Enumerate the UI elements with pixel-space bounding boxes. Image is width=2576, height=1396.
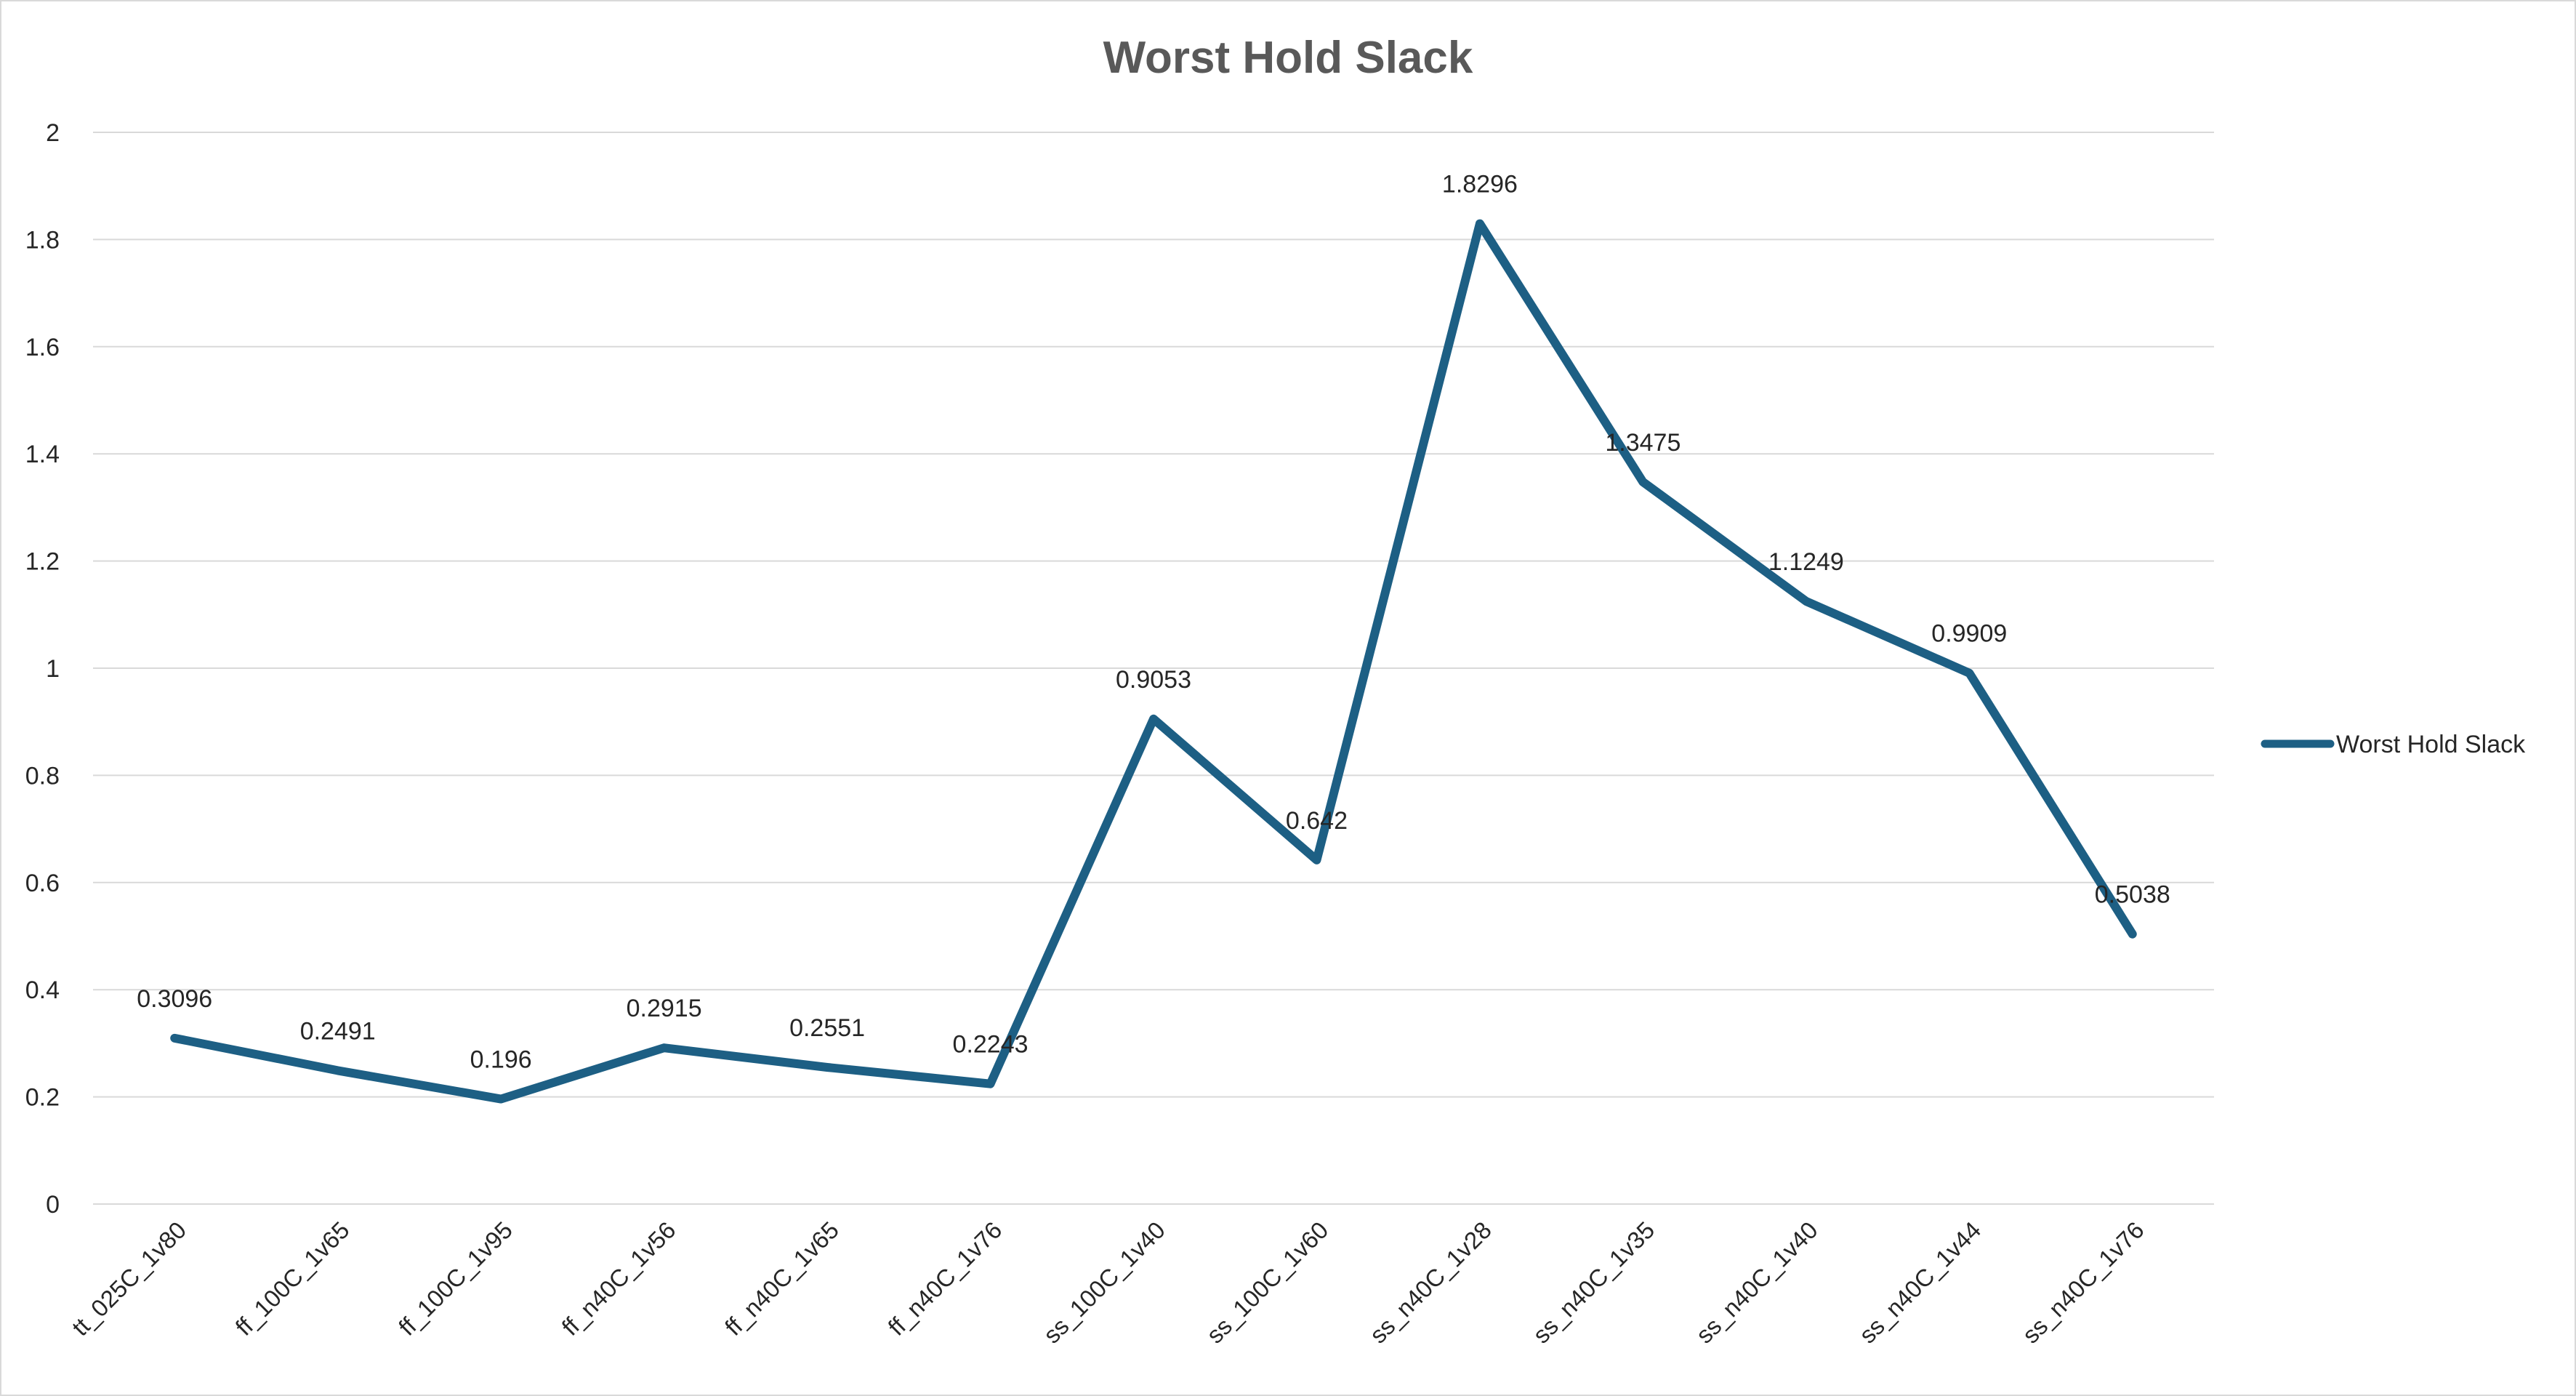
data-label: 0.2915 [627, 995, 702, 1022]
y-axis-tick-labels: 0 0.2 0.4 0.6 0.8 1 1.2 1.4 1.6 1.8 2 [25, 119, 60, 1219]
data-label: 0.196 [470, 1046, 532, 1074]
data-label: 0.5038 [2095, 881, 2170, 909]
y-tick-label: 2 [46, 119, 60, 147]
data-labels: 0.3096 0.2491 0.196 0.2915 0.2551 0.2243 0.905… [137, 171, 2170, 1074]
data-label: 1.8296 [1442, 171, 1518, 198]
data-label: 0.9053 [1116, 666, 1191, 694]
y-tick-label: 1 [46, 655, 60, 683]
y-tick-label: 0.2 [25, 1084, 60, 1112]
series-layer [170, 219, 2137, 1104]
y-tick-label: 0.4 [25, 976, 60, 1004]
legend-label: Worst Hold Slack [2336, 731, 2526, 758]
data-label: 0.3096 [137, 985, 212, 1013]
gridlines [93, 132, 2214, 1205]
data-label: 1.3475 [1605, 429, 1681, 457]
data-label: 0.642 [1286, 807, 1348, 835]
y-tick-label: 1.6 [25, 334, 60, 361]
data-label: 0.9909 [1931, 620, 2007, 648]
chart-title: Worst Hold Slack [1103, 33, 1473, 83]
data-label: 1.1249 [1768, 548, 1844, 576]
data-label: 0.2491 [300, 1017, 376, 1045]
y-tick-label: 1.2 [25, 548, 60, 576]
y-tick-label: 0.8 [25, 762, 60, 790]
y-tick-label: 1.4 [25, 441, 60, 468]
series-line [170, 219, 2137, 1104]
data-label: 0.2551 [789, 1014, 865, 1042]
y-tick-label: 1.8 [25, 226, 60, 254]
legend: Worst Hold Slack [2261, 731, 2526, 758]
y-tick-label: 0.6 [25, 870, 60, 897]
y-tick-label: 0 [46, 1191, 60, 1219]
data-label: 0.2243 [953, 1031, 1029, 1059]
